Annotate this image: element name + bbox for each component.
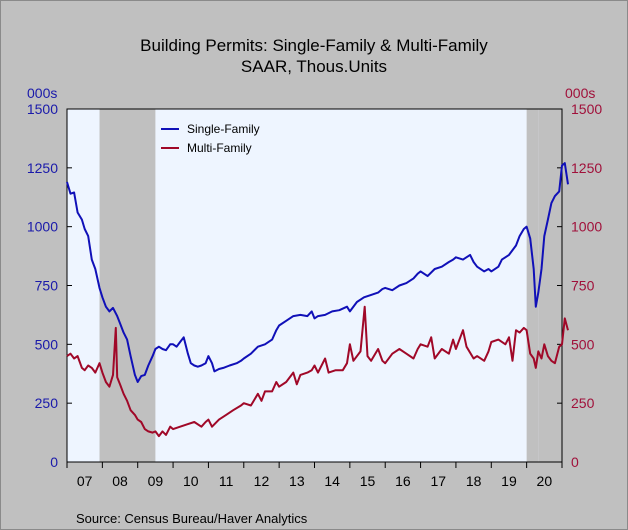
left-tick-label: 1000	[27, 219, 58, 235]
recession-band-0	[99, 109, 156, 462]
right-tick-label: 1250	[571, 160, 602, 176]
x-tick-label: 09	[148, 473, 164, 489]
right-tick-label: 750	[571, 278, 595, 294]
source-note: Source: Census Bureau/Haver Analytics	[76, 511, 308, 526]
x-tick-label: 19	[501, 473, 517, 489]
legend-label: Single-Family	[187, 122, 260, 136]
chart-title: Building Permits: Single-Family & Multi-…	[140, 36, 488, 55]
right-tick-label: 1000	[571, 219, 602, 235]
right-axis-unit: 000s	[565, 85, 595, 101]
left-tick-label: 750	[35, 278, 59, 294]
x-tick-label: 12	[254, 473, 270, 489]
recession-band-2	[538, 109, 562, 462]
x-tick-label: 14	[324, 473, 340, 489]
legend-label: Multi-Family	[187, 141, 252, 155]
right-tick-label: 1500	[571, 101, 602, 117]
left-tick-label: 250	[35, 395, 59, 411]
left-tick-label: 500	[35, 336, 59, 352]
left-tick-label: 1500	[27, 101, 58, 117]
right-tick-label: 250	[571, 395, 595, 411]
x-tick-label: 17	[430, 473, 446, 489]
recession-band-1	[526, 109, 539, 462]
right-tick-label: 500	[571, 336, 595, 352]
x-tick-label: 16	[395, 473, 411, 489]
left-axis-unit: 000s	[27, 85, 57, 101]
chart-subtitle: SAAR, Thous.Units	[240, 57, 388, 76]
x-tick-label: 15	[360, 473, 376, 489]
right-tick-label: 0	[571, 454, 579, 470]
x-tick-label: 18	[466, 473, 482, 489]
x-tick-label: 20	[537, 473, 553, 489]
x-tick-label: 13	[289, 473, 305, 489]
x-tick-label: 11	[219, 473, 234, 489]
series-line-single-family	[66, 162, 569, 383]
left-tick-label: 1250	[27, 160, 58, 176]
x-tick-label: 08	[112, 473, 128, 489]
x-tick-label: 10	[183, 473, 199, 489]
series-line-multi-family	[66, 305, 569, 438]
x-tick-label: 07	[77, 473, 93, 489]
left-tick-label: 0	[50, 454, 58, 470]
